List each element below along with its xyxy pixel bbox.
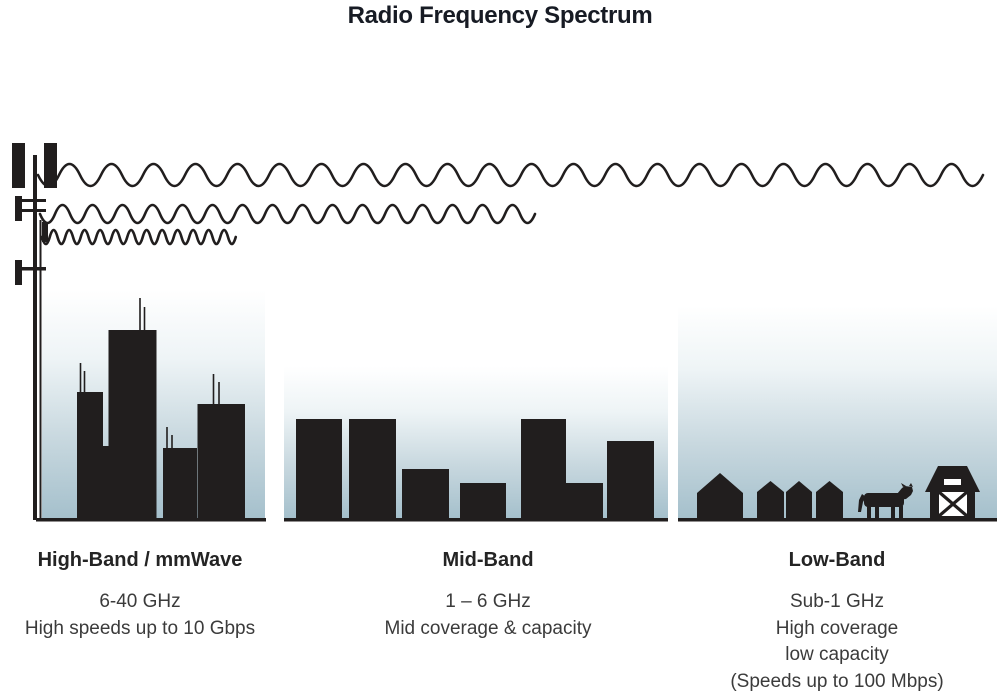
house-icon — [697, 473, 743, 520]
building — [296, 419, 342, 520]
band-frequency-low: Sub-1 GHz — [790, 591, 884, 612]
house-icon — [757, 481, 784, 520]
building — [460, 483, 506, 520]
tower-crossarm — [16, 209, 46, 212]
tower-mast — [33, 155, 37, 520]
tower-panel-small — [42, 222, 48, 242]
long-wavelength-wave — [36, 162, 985, 188]
low-building — [103, 446, 109, 520]
band-label-high: High-Band / mmWave 6-40 GHz High speeds … — [15, 549, 265, 642]
building — [607, 441, 654, 520]
low-band-rural-icon — [697, 466, 980, 521]
cow-leg — [867, 506, 871, 519]
tower-crossarm — [16, 267, 46, 271]
waves-group — [36, 162, 985, 246]
cow-head — [897, 486, 913, 500]
band-description-mid: Mid coverage & capacity — [384, 617, 592, 639]
tower-antenna-panel-right — [44, 143, 57, 188]
house-icon — [786, 481, 812, 520]
cow-horn — [909, 483, 913, 487]
mid-band-buildings-icon — [296, 419, 654, 520]
cow-horn — [901, 483, 906, 487]
band-label-low: Low-Band Sub-1 GHz High coverage low cap… — [697, 549, 977, 695]
barn-loft-vent — [944, 479, 961, 485]
cell-tower-icon — [12, 143, 57, 520]
house-icon — [816, 481, 843, 520]
building — [163, 448, 197, 520]
band-heading-mid: Mid-Band — [442, 549, 534, 571]
page-title: Radio Frequency Spectrum — [347, 2, 653, 29]
band-heading-low: Low-Band — [788, 549, 886, 571]
tower-mast-secondary — [39, 220, 42, 520]
barn-door-crossbuck — [937, 490, 969, 518]
rooftop-antennas — [79, 298, 220, 448]
skyscraper — [197, 404, 245, 520]
barn-icon — [925, 466, 980, 521]
building — [349, 419, 396, 520]
tower-panel-small — [15, 260, 22, 285]
band-heading-high: High-Band / mmWave — [37, 549, 243, 571]
tower-crossarm — [16, 199, 46, 202]
skyscraper — [77, 392, 103, 520]
tower-panel-small — [15, 196, 22, 221]
building — [402, 469, 449, 520]
band-frequency-high: 6-40 GHz — [99, 591, 181, 612]
cow-body — [864, 493, 904, 507]
cow-leg — [899, 506, 903, 519]
skyscraper-tall — [108, 330, 157, 520]
band-description-high: High speeds up to 10 Gbps — [24, 617, 256, 639]
band-description-low-3: (Speeds up to 100 Mbps) — [730, 670, 944, 692]
band-description-low-2: low capacity — [785, 644, 889, 665]
band-frequency-mid: 1 – 6 GHz — [445, 591, 531, 612]
band-description-low-1: High coverage — [775, 617, 899, 639]
tower-antenna-panel-left — [12, 143, 25, 188]
building — [521, 419, 566, 520]
medium-wavelength-wave — [38, 203, 537, 225]
cow-leg — [891, 506, 895, 519]
cow-icon — [858, 483, 913, 519]
short-wavelength-wave — [40, 228, 238, 246]
band-label-mid: Mid-Band 1 – 6 GHz Mid coverage & capaci… — [348, 549, 628, 642]
building — [565, 483, 603, 520]
cow-leg — [875, 506, 879, 519]
high-band-skyline-icon — [77, 298, 245, 520]
